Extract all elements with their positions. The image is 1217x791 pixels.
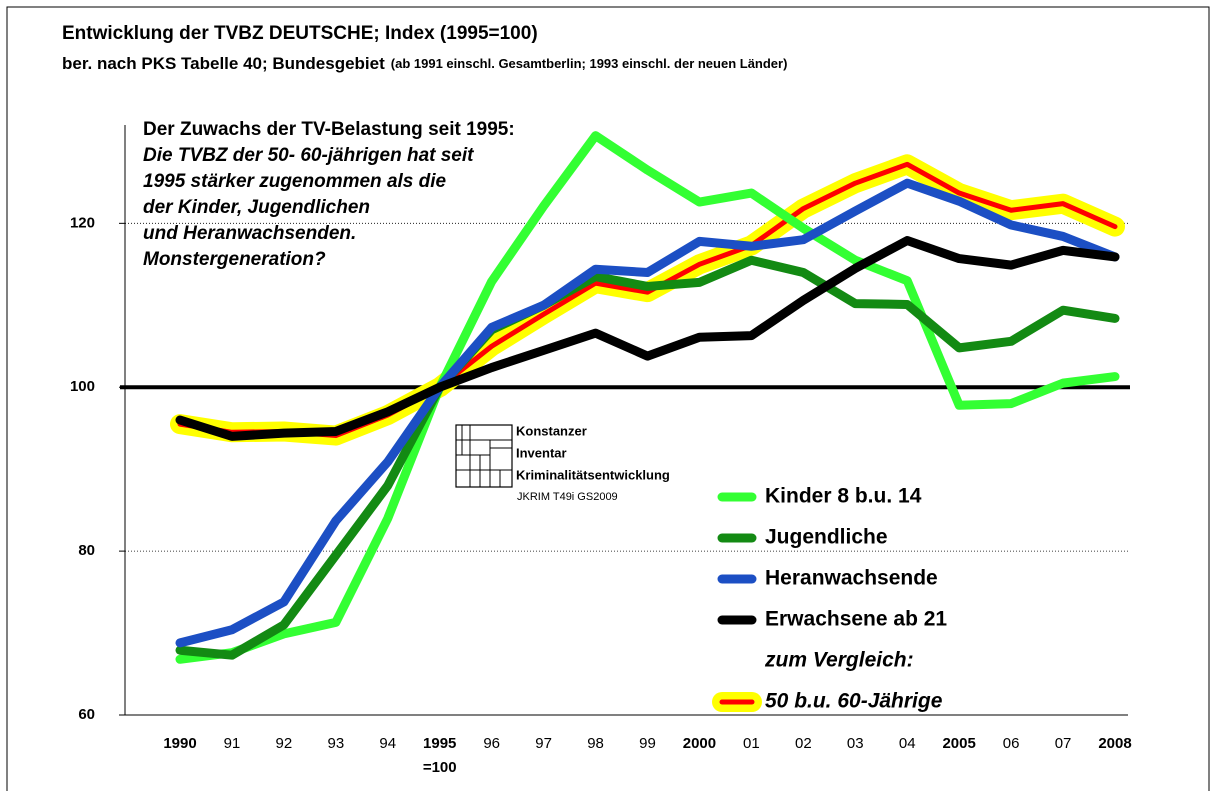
annotation: Die TVBZ der 50- 60-jährigen hat seit [143,145,474,166]
chart-title: Entwicklung der TVBZ DEUTSCHE; Index (19… [62,23,538,44]
x-tick-label: 01 [743,735,760,752]
legend-label: Heranwachsende [765,567,938,590]
annotation: Der Zuwachs der TV-Belastung seit 1995: [143,119,515,140]
logo-icon [455,424,513,488]
x-tick-label: 94 [379,735,396,752]
legend-label: Kinder 8 b.u. 14 [765,485,922,508]
x-tick-label: 96 [483,735,500,752]
series-line [175,236,1120,441]
series-line [175,178,1120,648]
logo-text: Inventar [516,445,567,460]
x-tick-label: 1990 [163,735,196,752]
x-tick-label: 06 [1003,735,1020,752]
annotation: der Kinder, Jugendlichen [143,197,370,218]
y-tick-label: 120 [70,214,95,231]
x-tick-label: 07 [1055,735,1072,752]
subtitle-main: ber. nach PKS Tabelle 40; Bundesgebiet [62,54,385,73]
x-tick-label: 02 [795,735,812,752]
x-tick-label: 99 [639,735,656,752]
series-line [175,255,1120,660]
logo-box [455,424,513,488]
logo-note: JKRIM T49i GS2009 [517,491,618,503]
legend-note: zum Vergleich: [764,649,914,672]
x-tick-label: 92 [276,735,293,752]
x-tick-label: 91 [224,735,241,752]
series-line [175,131,1120,664]
annotation: und Heranwachsenden. [143,223,356,244]
x-tick-label: 98 [587,735,604,752]
x-tick-label: 2008 [1098,735,1131,752]
legend-label: Jugendliche [765,526,888,549]
subtitle-note: (ab 1991 einschl. Gesamtberlin; 1993 ein… [391,56,788,71]
annotation: 1995 stärker zugenommen als die [143,171,447,192]
x-tick-label: 04 [899,735,916,752]
logo-text: Kriminalitätsentwicklung [516,467,670,482]
y-tick-label: 100 [70,378,95,395]
annotation: Monstergeneration? [143,249,326,270]
x-tick-label: 97 [535,735,552,752]
y-tick-label: 60 [78,706,95,723]
x-tick-label: 2000 [683,735,716,752]
logo-text: Konstanzer [516,423,587,438]
x-tick-label: 1995 [423,735,456,752]
x-tick-label: 93 [327,735,344,752]
legend-label: 50 b.u. 60-Jährige [765,690,943,713]
y-tick-label: 80 [78,542,95,559]
x-tick-label: 2005 [942,735,975,752]
x-tick-label: 03 [847,735,864,752]
base-label: =100 [423,759,457,776]
legend-label: Erwachsene ab 21 [765,608,947,631]
chart-subtitle: ber. nach PKS Tabelle 40; Bundesgebiet (a… [62,54,787,73]
